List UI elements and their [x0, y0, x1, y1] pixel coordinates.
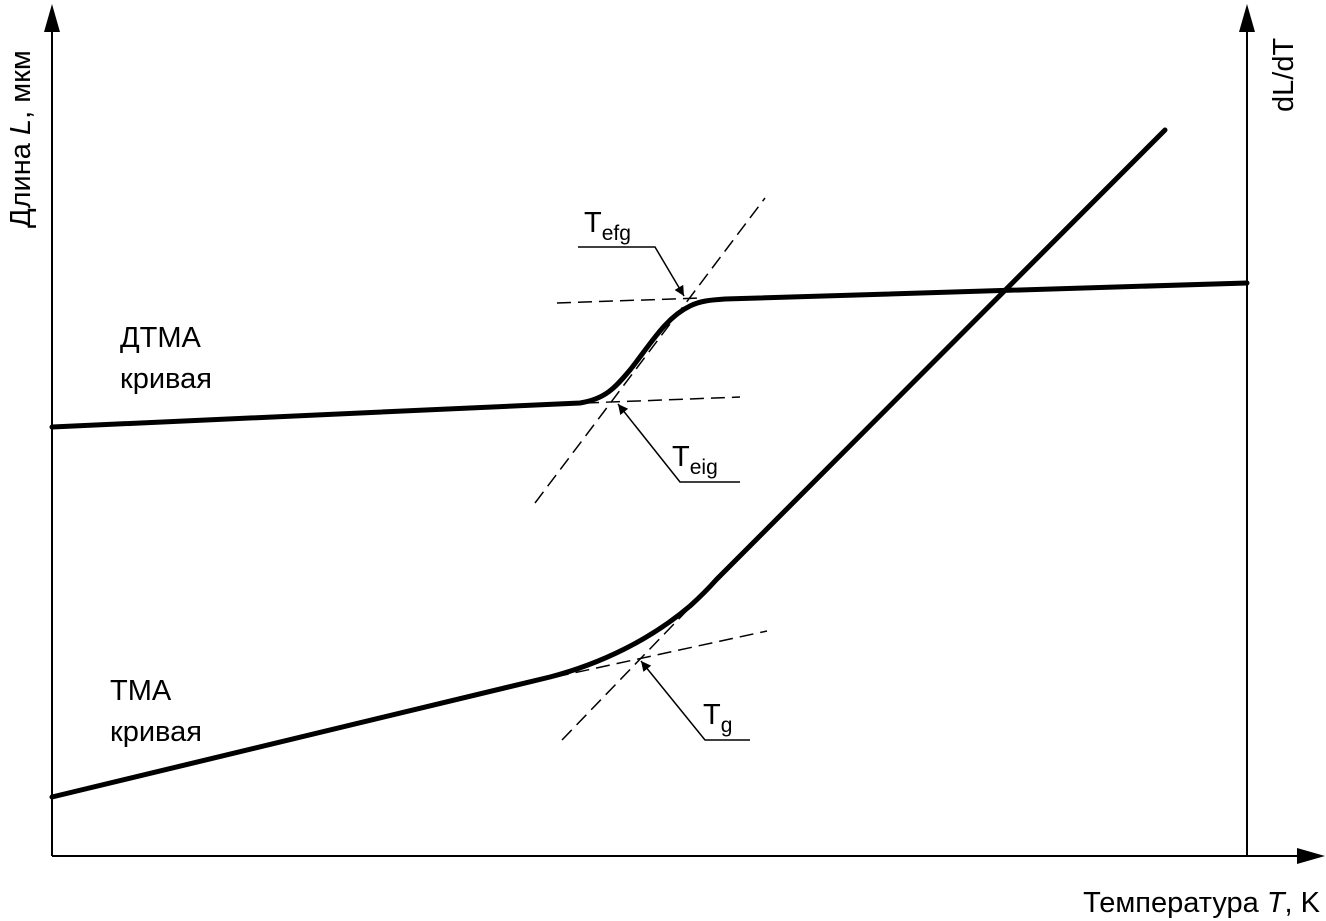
tma-curve: [49, 127, 1168, 800]
teig-tangent-horizontal: [584, 396, 741, 404]
y-axis-left-arrow-icon: [44, 4, 60, 32]
tefg-tangent-horizontal: [556, 297, 701, 304]
tg-label: Tg: [703, 699, 732, 737]
y-axis-right-arrow-icon: [1239, 4, 1255, 32]
x-axis-arrow-icon: [1297, 848, 1325, 864]
tma-curve-label-line1: ТМА: [110, 675, 172, 707]
x-axis-label: Температура T, K: [1083, 887, 1321, 919]
tma-curve-label-line2: кривая: [110, 716, 202, 748]
teig-leader-arrow: [617, 403, 740, 483]
y-left-axis-label: Длина L, мкм: [5, 50, 37, 228]
dtma-curve-label-line2: кривая: [120, 363, 212, 395]
dtma-curve: [49, 280, 1250, 430]
tg-tangent-low: [554, 630, 768, 678]
transition-tangent-steep: [534, 197, 766, 504]
teig-label: Teig: [672, 441, 718, 479]
tefg-label: Tefg: [584, 207, 631, 245]
y-right-axis-label: dL/dT: [1268, 38, 1300, 112]
tg-tangent-high: [561, 596, 701, 741]
dtma-curve-label-line1: ДТМА: [120, 322, 202, 354]
tg-leader-arrow: [640, 660, 750, 741]
tefg-leader-arrow: [578, 246, 685, 297]
